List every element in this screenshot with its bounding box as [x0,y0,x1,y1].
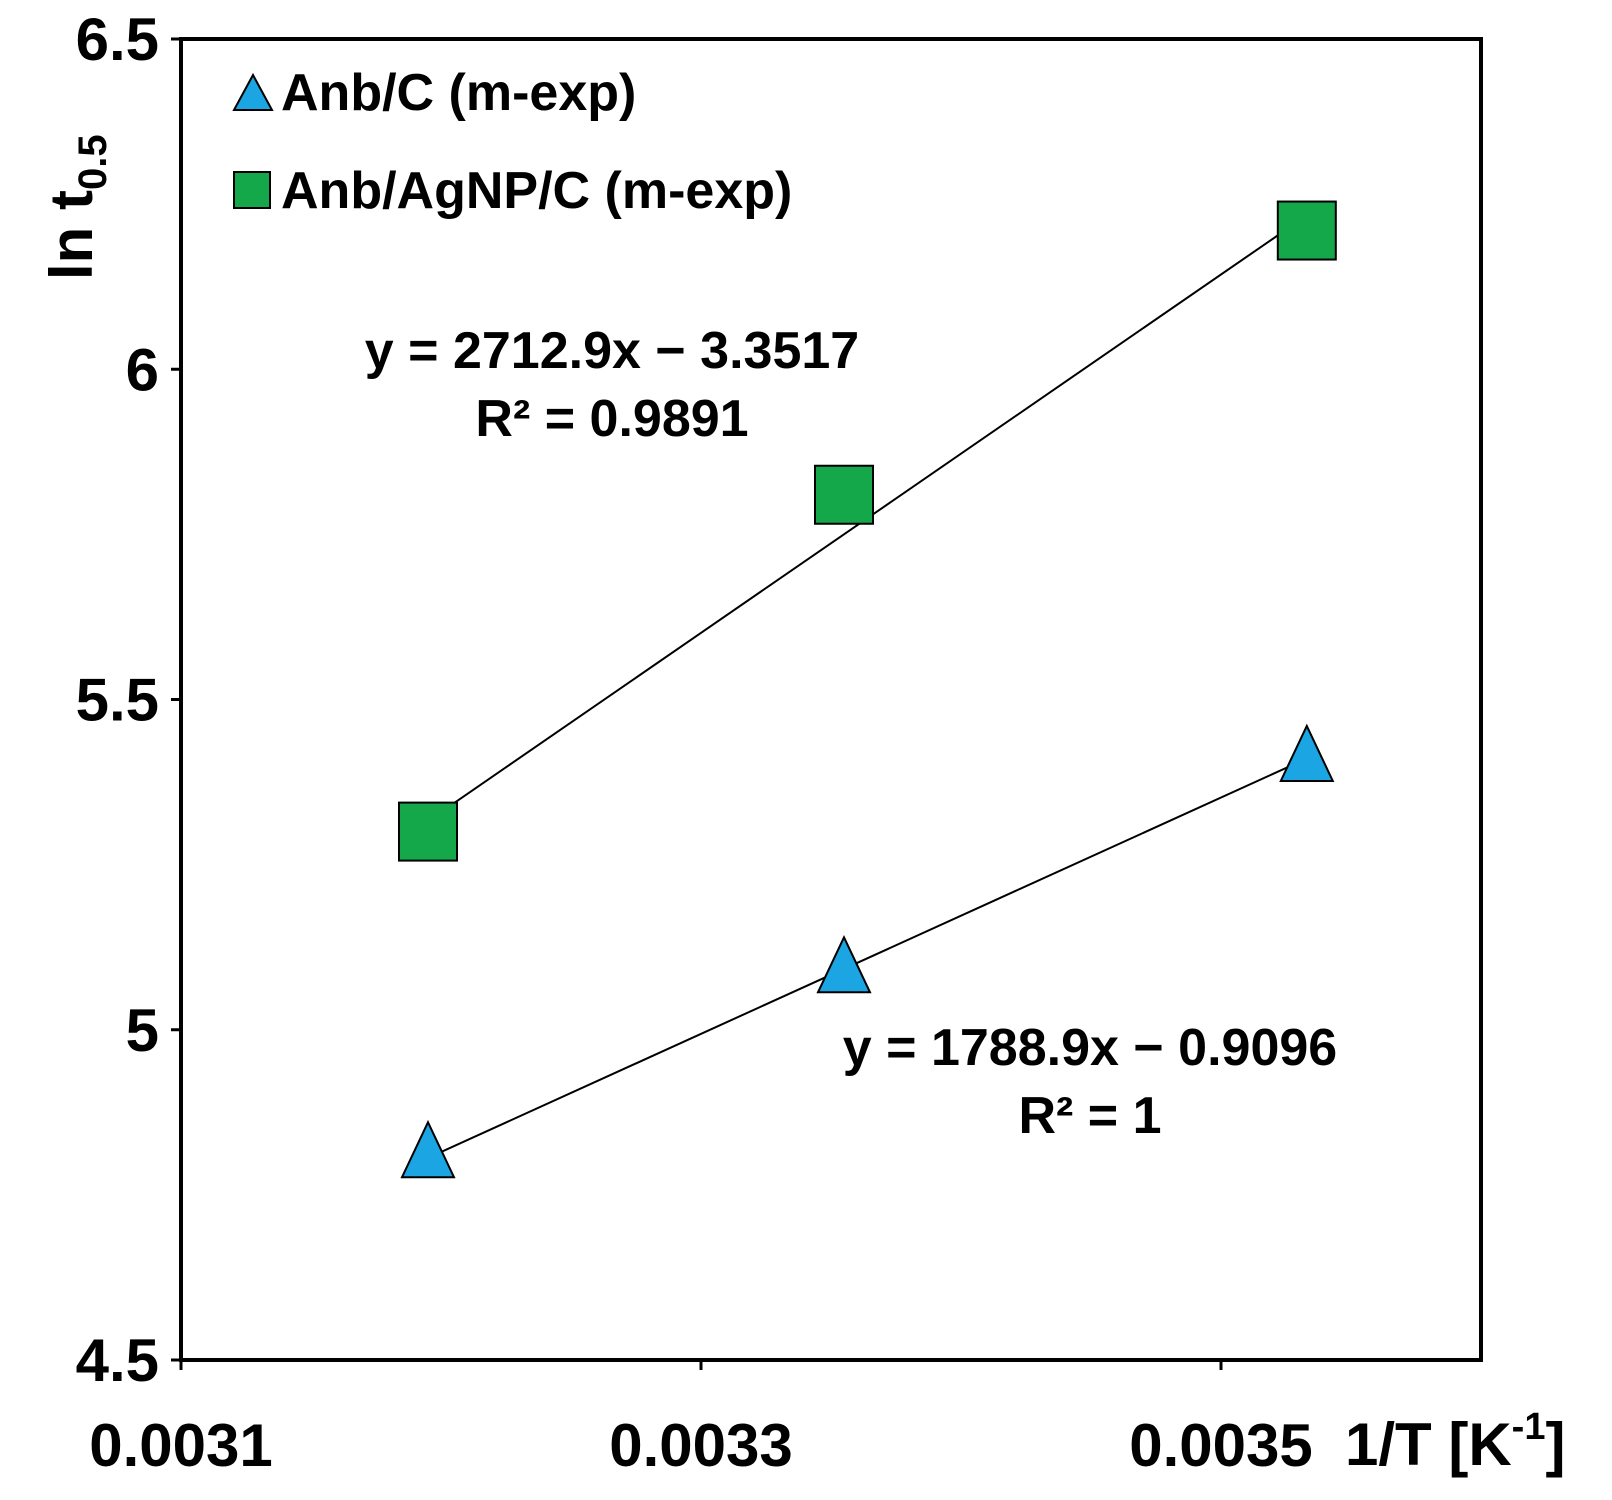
plot-area [179,37,1483,1362]
data-point-series-1 [1276,200,1337,261]
x-tick-label: 0.0031 [89,1412,273,1479]
data-point-series-1 [814,464,874,525]
x-axis-title-main: 1/T [K [1345,1411,1512,1478]
trendline-series-0 [427,757,1308,1159]
y-axis-title-subscript: 0.5 [71,134,115,190]
data-point-series-0 [1279,723,1335,782]
x-tick-label: 0.0035 [1129,1412,1313,1479]
data-point-series-0 [816,934,872,994]
x-axis: 0.0031 0.0033 0.0035 [89,1360,1313,1479]
y-axis: 4.5 5 5.5 6 6.5 [76,6,181,1394]
equation-anb-agnp-c: y = 2712.9x − 3.3517 [365,322,859,380]
equation-anb-c: y = 1788.9x − 0.9096 [843,1019,1337,1077]
y-tick-label: 6.5 [76,6,159,73]
y-tick-label: 6 [126,336,159,403]
r2-anb-c: R² = 1 [1018,1087,1161,1145]
legend-marker-anb-c [232,72,274,111]
y-tick-label: 5.5 [76,667,159,734]
data-point-series-1 [398,801,458,862]
legend: Anb/C (m-exp) Anb/AgNP/C (m-exp) [232,64,792,220]
markers [398,200,1337,1179]
y-axis-title-main: ln t [38,190,105,280]
x-tick-label: 0.0033 [609,1412,793,1479]
y-tick-label: 4.5 [76,1327,159,1394]
x-axis-title-superscript: -1 [1512,1406,1546,1448]
x-axis-title-suffix: ] [1545,1411,1565,1478]
legend-label-anb-c: Anb/C (m-exp) [281,64,636,122]
y-tick-label: 5 [126,997,159,1064]
legend-marker-anb-agnp-c [233,171,271,209]
y-axis-title: ln t0.5 [38,134,115,280]
legend-label-anb-agnp-c: Anb/AgNP/C (m-exp) [281,162,792,220]
x-axis-title: 1/T [K-1] [1345,1406,1565,1478]
data-point-series-0 [400,1119,456,1179]
r2-anb-agnp-c: R² = 0.9891 [475,390,748,448]
